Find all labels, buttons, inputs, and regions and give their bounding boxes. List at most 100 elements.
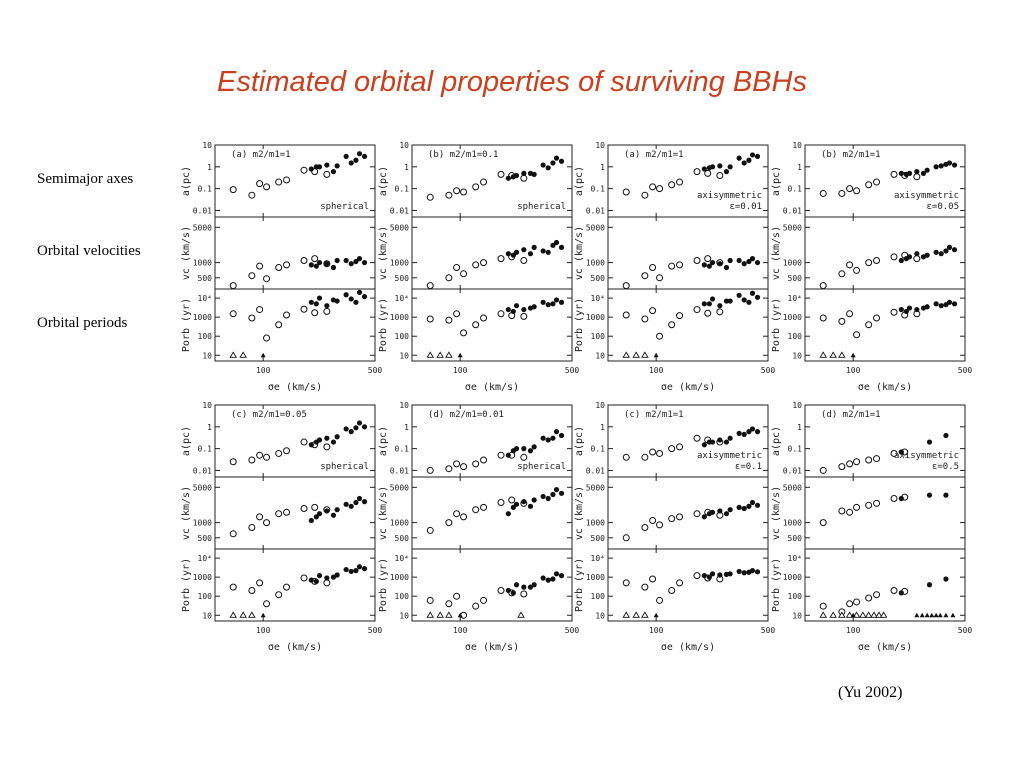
data-point-open (275, 321, 283, 329)
data-point-open (890, 586, 898, 594)
y-axis-label: vc (km/s) (574, 226, 585, 280)
x-tick-label: 100 (256, 366, 271, 375)
data-point-open (838, 270, 846, 278)
data-point-filled (316, 437, 323, 443)
y-tick-label: 1 (404, 423, 409, 432)
data-point-open (676, 443, 684, 451)
data-point-filled (717, 303, 723, 309)
data-point-filled (348, 568, 354, 575)
data-point-open (283, 261, 291, 269)
upper-limit-open (517, 611, 525, 618)
upper-limit-open (829, 611, 837, 618)
data-point-open (853, 503, 861, 511)
data-point-filled (348, 429, 354, 435)
y-tick-label: 100 (198, 332, 213, 341)
data-point-open (873, 455, 881, 463)
data-point-filled (903, 308, 909, 315)
panel-5: 0.01 0.1 1 10 a(pc) (c) m2/m1=0.05 spherical 50… (181, 401, 382, 653)
data-point-filled (356, 564, 363, 570)
data-point-filled (754, 569, 761, 575)
y-axis-label: Porb (yr) (574, 558, 585, 612)
data-point-open (693, 510, 701, 518)
y-tick-label: 500 (788, 534, 803, 543)
data-point-open (480, 314, 488, 322)
data-point-filled (521, 499, 527, 505)
data-point-open (913, 255, 921, 263)
x-tick-label: 500 (368, 366, 383, 375)
x-axis-label: σe (km/s) (268, 382, 322, 393)
data-point-filled (717, 437, 723, 443)
y-tick-label: 10 (792, 351, 802, 360)
data-point-open (520, 257, 528, 265)
data-point-filled (324, 575, 330, 581)
upper-limit-filled (919, 612, 925, 618)
data-point-filled (540, 435, 546, 441)
data-point-open (890, 308, 898, 316)
data-point-open (838, 317, 846, 325)
data-point-filled (353, 157, 359, 163)
data-point-filled (709, 571, 716, 577)
data-point-filled (723, 298, 730, 304)
upper-limit-open (838, 351, 846, 358)
panel-note: spherical (320, 462, 369, 472)
data-point-open (460, 329, 468, 337)
data-point-open (716, 308, 724, 316)
data-point-open (649, 575, 657, 583)
data-point-filled (308, 262, 314, 268)
data-point-filled (706, 574, 712, 580)
data-point-filled (553, 155, 560, 161)
y-tick-label: 1000 (193, 519, 212, 528)
upper-limit-open (622, 611, 631, 618)
data-point-filled (746, 299, 752, 305)
data-point-open (890, 253, 898, 261)
data-point-open (846, 310, 854, 318)
data-point-filled (324, 508, 330, 514)
data-point-filled (741, 297, 747, 303)
data-point-filled (754, 429, 761, 435)
data-point-filled (727, 435, 733, 441)
data-point-filled (550, 576, 556, 582)
data-point-open (676, 312, 684, 320)
upper-limit-filled (653, 612, 659, 618)
upper-limit-filled (850, 612, 856, 618)
data-point-filled (736, 504, 742, 510)
upper-limit-filled (924, 612, 930, 618)
data-point-open (453, 310, 461, 318)
data-point-open (229, 458, 237, 466)
upper-limit-open (819, 351, 828, 358)
panel-note: axisymmetric (894, 191, 959, 201)
data-point-open (426, 526, 434, 534)
y-tick-label: 500 (591, 534, 606, 543)
data-point-open (819, 189, 827, 197)
upper-limit-filled (950, 612, 956, 618)
data-point-open (622, 311, 630, 319)
y-tick-label: 10⁴ (395, 554, 409, 563)
y-tick-label: 10 (202, 611, 212, 620)
data-point-open (323, 307, 331, 315)
data-point-open (873, 257, 881, 265)
panel-note: ε=0.1 (735, 462, 762, 472)
data-point-open (472, 183, 480, 191)
data-point-filled (741, 505, 747, 512)
x-tick-label: 100 (649, 366, 664, 375)
upper-limit-filled (260, 352, 266, 358)
data-point-open (256, 451, 264, 459)
data-point-filled (906, 305, 913, 311)
data-point-filled (330, 169, 337, 175)
data-point-open (641, 453, 649, 461)
data-point-open (275, 263, 283, 271)
data-point-filled (558, 432, 565, 439)
data-point-filled (709, 509, 716, 515)
data-point-open (838, 463, 846, 471)
y-tick-label: 0.1 (198, 185, 213, 194)
data-point-open (704, 169, 712, 177)
data-point-open (480, 503, 488, 511)
data-point-filled (510, 590, 516, 596)
data-point-open (248, 523, 256, 531)
data-point-filled (754, 259, 761, 266)
data-point-filled (334, 298, 340, 304)
data-point-open (520, 174, 528, 182)
y-tick-label: 500 (395, 534, 410, 543)
data-point-open (311, 255, 319, 263)
y-tick-label: 1 (797, 423, 802, 432)
